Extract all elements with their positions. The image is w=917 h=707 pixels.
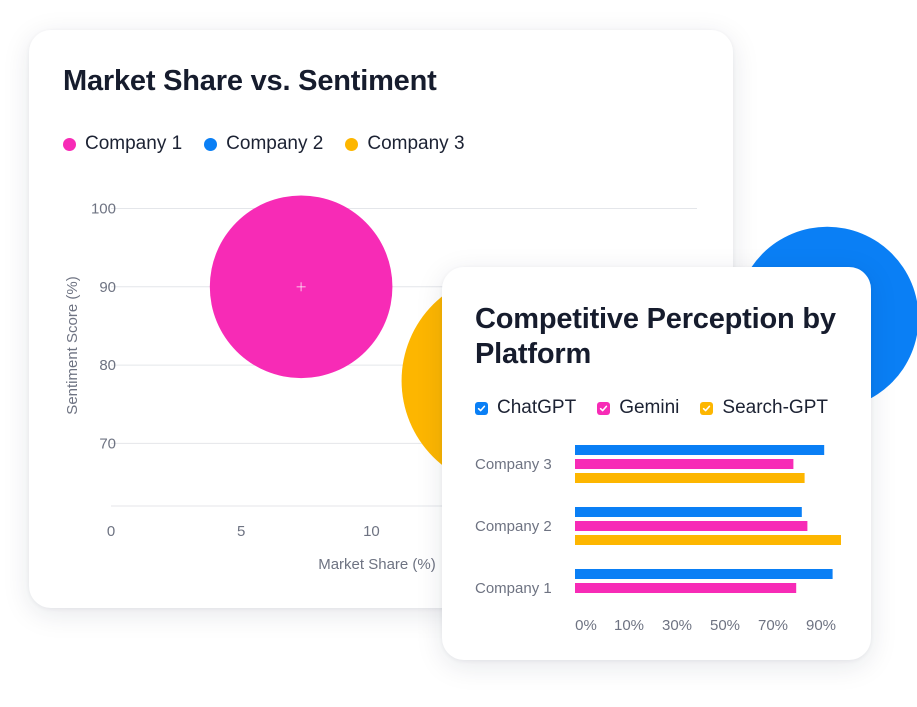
scatter-chart-title: Market Share vs. Sentiment: [63, 65, 437, 97]
x-tick-label: 0: [107, 523, 115, 540]
horizontal-bar-plot: Company 3 Company 2 Company 1 0% 10% 30% 50% 70…: [475, 445, 841, 634]
search-gpt-checkbox-icon: [700, 401, 714, 415]
x-tick-label: 70%: [758, 617, 788, 634]
x-tick-label: 50%: [710, 617, 740, 634]
checkmark-path: [477, 405, 486, 411]
y-tick-label: 70: [99, 435, 116, 452]
legend-item-gemini[interactable]: Gemini: [597, 397, 679, 419]
x-tick-label: 5: [237, 523, 245, 540]
legend-item-company-3[interactable]: Company 3: [345, 133, 465, 155]
scatter-legend: Company 1 Company 2 Company 3: [63, 133, 487, 155]
category-label-company-3: Company 3: [475, 456, 552, 473]
x-tick-label: 30%: [662, 617, 692, 634]
y-tick-label: 90: [99, 279, 116, 296]
legend-label: Company 3: [367, 133, 465, 154]
checkmark-icon: [477, 405, 486, 411]
x-tick-label: 10: [363, 523, 380, 540]
bar-company-1-chatgpt: [575, 569, 833, 579]
bar-company-2-search-gpt: [575, 535, 841, 545]
legend-label: ChatGPT: [497, 397, 577, 418]
y-tick-label: 100: [91, 200, 116, 217]
company-2-dot-icon: [204, 137, 218, 151]
y-axis-title: Sentiment Score (%): [64, 276, 81, 414]
checkmark-icon: [703, 405, 711, 411]
bar-company-3-search-gpt: [575, 473, 805, 483]
bar-chart-title: Competitive Perception by Platform: [475, 303, 836, 370]
bar-company-3-chatgpt: [575, 445, 825, 455]
x-tick-label: 90%: [806, 617, 836, 634]
category-label-company-1: Company 1: [475, 580, 552, 597]
checkmark-path: [703, 405, 711, 411]
gemini-checkbox-icon: [597, 401, 611, 415]
bubble-center-marker-icon: [296, 282, 306, 292]
bar-chart-card: Competitive Perception by Platform ChatG…: [442, 267, 871, 660]
legend-label: Company 1: [85, 133, 183, 154]
chatgpt-checkbox-icon: [475, 401, 488, 415]
legend-item-company-1[interactable]: Company 1: [63, 133, 182, 155]
checkmark-icon: [600, 405, 608, 411]
x-tick-label: 10%: [614, 617, 644, 634]
x-tick-label: 0%: [575, 617, 597, 634]
bar-company-1-gemini: [575, 583, 797, 593]
x-axis-title: Market Share (%): [318, 556, 436, 573]
legend-label: Search-GPT: [722, 397, 828, 418]
bar-company-3-gemini: [575, 459, 794, 469]
y-tick-label: 80: [99, 357, 116, 374]
legend-label: Company 2: [226, 133, 324, 154]
legend-item-search-gpt[interactable]: Search-GPT: [700, 397, 828, 419]
legend-label: Gemini: [619, 397, 680, 418]
legend-item-company-2[interactable]: Company 2: [204, 133, 323, 155]
bar-legend: ChatGPT Gemini Search-GPT: [475, 397, 849, 419]
category-label-company-2: Company 2: [475, 518, 552, 535]
company-3-dot-icon: [345, 137, 359, 151]
company-1-dot-icon: [63, 137, 76, 151]
bar-company-2-gemini: [575, 521, 808, 531]
checkmark-path: [600, 405, 608, 411]
bar-company-2-chatgpt: [575, 507, 802, 517]
legend-item-chatgpt[interactable]: ChatGPT: [475, 397, 576, 419]
